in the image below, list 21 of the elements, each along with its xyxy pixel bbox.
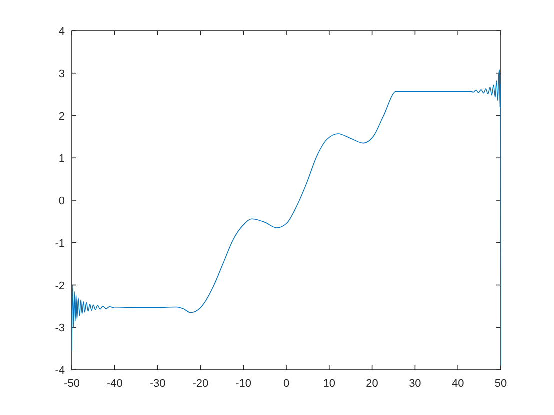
y-tick-label: -2 xyxy=(55,280,65,292)
y-tick-label: -3 xyxy=(55,322,65,335)
x-tick-label: -10 xyxy=(236,378,252,390)
y-tick-label: -4 xyxy=(55,365,65,377)
y-tick-label: -1 xyxy=(55,238,65,250)
x-tick-label: -20 xyxy=(192,378,209,390)
x-tick-label: -40 xyxy=(106,378,123,390)
y-tick-label: 2 xyxy=(58,110,65,123)
x-tick-label: 10 xyxy=(323,378,336,390)
line-series xyxy=(72,70,502,366)
x-tick-label: -30 xyxy=(150,378,166,390)
x-tick-label: 50 xyxy=(494,378,508,390)
y-tick-label: 0 xyxy=(58,196,65,208)
y-tick-label: 1 xyxy=(58,153,65,166)
x-tick-label: 20 xyxy=(366,378,378,390)
x-tick-label: -50 xyxy=(64,378,80,390)
x-tick-label: 0 xyxy=(283,378,290,390)
y-tick-label: 4 xyxy=(58,26,65,38)
x-tick-label: 40 xyxy=(452,378,464,390)
y-tick-label: 3 xyxy=(58,68,65,80)
x-tick-label: 30 xyxy=(409,378,422,390)
